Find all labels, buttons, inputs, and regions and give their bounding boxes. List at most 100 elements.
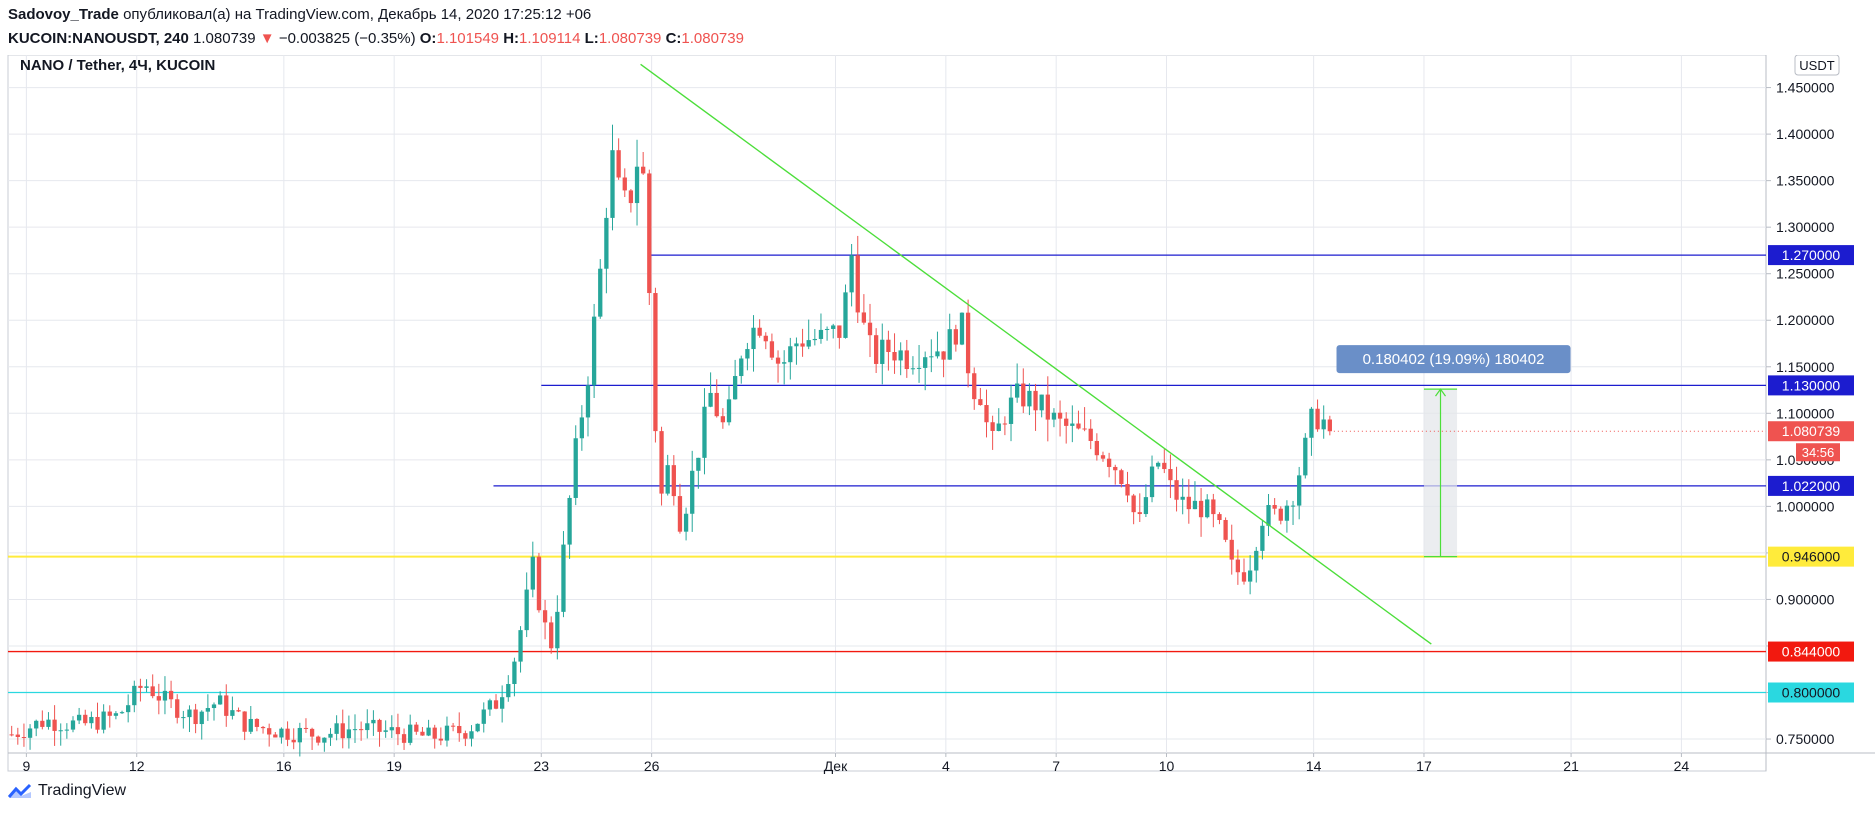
- candle-body: [573, 438, 578, 498]
- candle-body: [1223, 520, 1228, 540]
- candle-body: [984, 405, 989, 423]
- level-price-label: 1.270000: [1782, 247, 1841, 263]
- candle-body: [267, 728, 272, 735]
- candle-body: [444, 725, 450, 741]
- candle-body: [677, 496, 683, 532]
- candle-body: [518, 630, 523, 662]
- candle-body: [1278, 508, 1283, 521]
- candle-body: [107, 711, 112, 716]
- candle-body: [138, 685, 143, 688]
- candle-body: [512, 661, 517, 684]
- candle-body: [726, 399, 732, 423]
- candle-body: [291, 739, 296, 743]
- candle-body: [818, 329, 824, 339]
- level-price-label: 0.800000: [1782, 685, 1841, 701]
- candle-body: [824, 328, 830, 330]
- candle-body: [1198, 500, 1204, 518]
- x-tick-label: 9: [22, 758, 30, 774]
- candle-body: [696, 457, 701, 471]
- candle-body: [628, 190, 634, 204]
- candle-body: [1229, 539, 1234, 560]
- x-tick-label: Дек: [824, 758, 848, 774]
- candle-body: [481, 709, 486, 724]
- grid: [8, 55, 1875, 771]
- candle-body: [1266, 505, 1271, 526]
- candle-body: [211, 704, 217, 709]
- published-text: опубликовал(а) на TradingView.com, Декаб…: [123, 6, 592, 23]
- candle-body: [469, 731, 474, 739]
- brand-footer[interactable]: TradingView: [8, 782, 126, 800]
- measure-label-box: [1336, 345, 1571, 374]
- candle-body: [947, 329, 952, 360]
- candle-body: [438, 738, 443, 741]
- candle-body: [616, 150, 621, 178]
- candle-body: [1241, 572, 1247, 582]
- candle-body: [622, 177, 627, 191]
- candle-body: [935, 351, 940, 357]
- price-chart[interactable]: 0.180402 (19.09%) 180402 0.750000 0.90000…: [0, 55, 1875, 780]
- symbol-name: KUCOIN:NANOUSDT, 240: [8, 30, 189, 47]
- price-axis[interactable]: 0.7500000.9000001.0000001.0500001.100000…: [1766, 80, 1854, 747]
- level-price-label: 1.130000: [1782, 377, 1841, 393]
- candle-body: [83, 714, 88, 724]
- candle-body: [990, 422, 995, 431]
- candle-body: [849, 255, 854, 293]
- candle-body: [683, 513, 689, 532]
- candle-body: [334, 723, 339, 734]
- candle-body: [230, 710, 235, 716]
- candle-body: [1205, 499, 1210, 518]
- current-price-tag: [1768, 421, 1854, 442]
- candle-body: [46, 719, 51, 727]
- candle-body: [9, 734, 14, 736]
- candle-body: [506, 683, 511, 698]
- candle-body: [732, 376, 738, 400]
- candle-body: [205, 708, 211, 712]
- level-price-tag: [1768, 245, 1854, 266]
- candle-body: [653, 293, 658, 432]
- candle-body: [1027, 390, 1032, 407]
- candle-body: [132, 685, 137, 706]
- candle-body: [873, 335, 879, 364]
- candle-body: [113, 713, 119, 716]
- candle-body: [641, 166, 646, 174]
- candle-body: [52, 719, 57, 731]
- y-tick-label: 1.200000: [1776, 312, 1835, 328]
- level-price-label: 0.844000: [1782, 644, 1841, 660]
- low-label: L:: [584, 30, 599, 47]
- candle-body: [101, 711, 106, 730]
- candle-body: [58, 730, 63, 732]
- candle-body: [236, 710, 241, 712]
- candle-body: [1168, 469, 1173, 481]
- candle-body: [843, 292, 848, 338]
- close-value: 1.080739: [681, 30, 744, 47]
- candle-body: [1217, 514, 1222, 521]
- candle-body: [395, 727, 401, 735]
- author-name[interactable]: Sadovoy_Trade: [8, 6, 119, 23]
- close-label: C:: [665, 30, 682, 47]
- candle-body: [1076, 423, 1081, 429]
- candle-body: [199, 711, 204, 725]
- candle-body: [493, 700, 499, 709]
- candle-body: [126, 705, 131, 713]
- currency-badge-label: USDT: [1799, 58, 1834, 73]
- candle-body: [916, 367, 922, 369]
- time-axis[interactable]: 9 12 16 19 23 26 Дек 4 7 10 14 17 21 24: [22, 753, 1689, 774]
- candle-body: [322, 737, 327, 743]
- chart-legend: NANO / Tether, 4Ч, KUCOIN: [20, 57, 215, 74]
- candle-body: [782, 362, 787, 364]
- candle-body: [217, 695, 223, 705]
- candle-body: [1303, 437, 1308, 476]
- candle-body: [579, 417, 585, 439]
- candle-body: [162, 690, 168, 701]
- candles: [9, 124, 1332, 757]
- y-tick-label: 1.150000: [1776, 359, 1835, 375]
- candle-body: [898, 350, 903, 361]
- level-price-tag: [1768, 682, 1854, 703]
- candle-body: [1100, 455, 1106, 459]
- price-change: −0.003825 (−0.35%): [278, 30, 416, 47]
- candle-body: [965, 312, 971, 374]
- high-value: 1.109114: [519, 30, 581, 47]
- candle-body: [1119, 470, 1124, 485]
- currency-badge[interactable]: USDT: [1794, 55, 1840, 76]
- candle-body: [64, 729, 70, 731]
